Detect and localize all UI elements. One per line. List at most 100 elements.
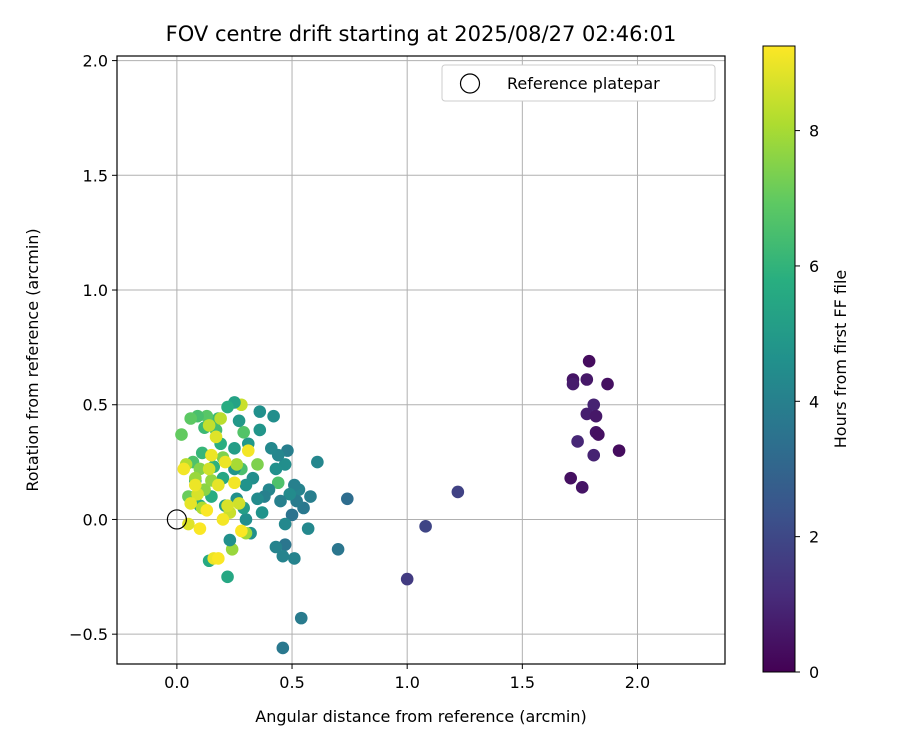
x-tick-label: 0.5 (279, 673, 304, 692)
data-point (202, 462, 216, 476)
y-tick-label: 0.5 (83, 396, 108, 415)
data-point (209, 430, 223, 444)
data-point (235, 524, 248, 538)
data-points (175, 354, 626, 655)
data-point (239, 478, 253, 492)
data-point (184, 412, 197, 425)
data-point (575, 481, 589, 494)
data-point (571, 435, 584, 448)
data-point (221, 570, 234, 584)
data-point (255, 506, 269, 519)
data-point (331, 542, 345, 556)
legend-label-reference: Reference platepar (507, 74, 660, 93)
data-point (285, 508, 299, 522)
data-point (301, 522, 315, 535)
data-point (200, 503, 214, 517)
x-tick-label: 1.0 (394, 673, 419, 692)
y-axis-label: Rotation from reference (arcmin) (23, 228, 42, 491)
data-point (189, 478, 202, 492)
y-tick-label: 2.0 (83, 52, 108, 71)
data-point (230, 458, 244, 471)
data-point (205, 448, 218, 462)
data-point (271, 476, 285, 490)
data-point (232, 414, 246, 428)
reference-marker (166, 509, 187, 530)
colorbar: 0 2 4 6 8 Hours from first FF file (762, 45, 850, 682)
legend-marker-reference (459, 73, 481, 94)
data-point (419, 520, 432, 533)
legend-box (441, 64, 716, 102)
colorbar-gradient (762, 45, 796, 673)
colorbar-tick-label: 6 (809, 257, 819, 276)
data-point (239, 513, 253, 526)
data-point (251, 492, 264, 506)
x-axis-ticks: 0.0 0.5 1.0 1.5 2.0 (164, 664, 650, 692)
colorbar-ticks: 0 2 4 6 8 (795, 122, 819, 682)
data-point (228, 476, 241, 490)
data-point (283, 487, 297, 501)
data-point (276, 641, 290, 655)
data-point (592, 428, 605, 441)
data-point (304, 490, 317, 503)
data-point (580, 373, 594, 386)
data-point (218, 455, 232, 469)
chart-title: FOV centre drift starting at 2025/08/27 … (166, 22, 677, 46)
data-point (184, 497, 197, 510)
data-point (400, 572, 414, 586)
data-point (288, 552, 301, 565)
data-point (221, 499, 234, 512)
data-point (601, 377, 614, 391)
data-point (212, 552, 225, 565)
data-point (269, 540, 283, 554)
data-point (269, 462, 283, 476)
data-point (216, 513, 230, 526)
reference-platepar-marker (166, 509, 187, 530)
data-point (228, 442, 241, 455)
data-point (582, 354, 596, 368)
data-point (182, 517, 195, 531)
colorbar-tick-label: 8 (809, 122, 819, 141)
data-point (212, 478, 225, 492)
data-point (232, 497, 246, 510)
y-tick-label: −0.5 (69, 625, 108, 644)
data-point (278, 517, 292, 531)
data-point (177, 462, 191, 476)
data-point (265, 442, 278, 455)
data-point (214, 412, 227, 425)
colorbar-tick-label: 0 (809, 663, 819, 682)
data-point (276, 549, 290, 563)
x-tick-label: 2.0 (625, 673, 650, 692)
data-point (587, 398, 601, 412)
data-point (587, 448, 601, 462)
y-tick-label: 0.0 (83, 510, 108, 529)
data-point (451, 485, 465, 499)
x-tick-label: 0.0 (164, 673, 189, 692)
data-point (251, 458, 264, 471)
data-point (274, 494, 287, 508)
data-point (311, 455, 324, 469)
colorbar-tick-label: 2 (809, 528, 819, 547)
data-point (589, 409, 603, 423)
data-point (267, 409, 280, 423)
data-point (566, 377, 580, 391)
x-tick-label: 1.5 (510, 673, 535, 692)
data-point (612, 444, 626, 457)
plot-frame (116, 55, 726, 665)
colorbar-label: Hours from first FF file (831, 270, 850, 449)
data-point (237, 425, 250, 439)
data-point (202, 419, 216, 432)
y-tick-label: 1.5 (83, 166, 108, 185)
data-point (223, 533, 237, 547)
colorbar-tick-label: 4 (809, 392, 819, 411)
y-axis-ticks: −0.5 0.0 0.5 1.0 1.5 2.0 (69, 52, 117, 644)
data-point (175, 428, 188, 441)
data-point (341, 492, 354, 506)
x-axis-label: Angular distance from reference (arcmin) (255, 707, 586, 726)
data-point (564, 471, 577, 485)
data-point (253, 405, 267, 418)
y-tick-label: 1.0 (83, 281, 108, 300)
grid-lines (117, 56, 725, 664)
data-point (294, 611, 308, 625)
legend: Reference platepar (441, 64, 716, 102)
